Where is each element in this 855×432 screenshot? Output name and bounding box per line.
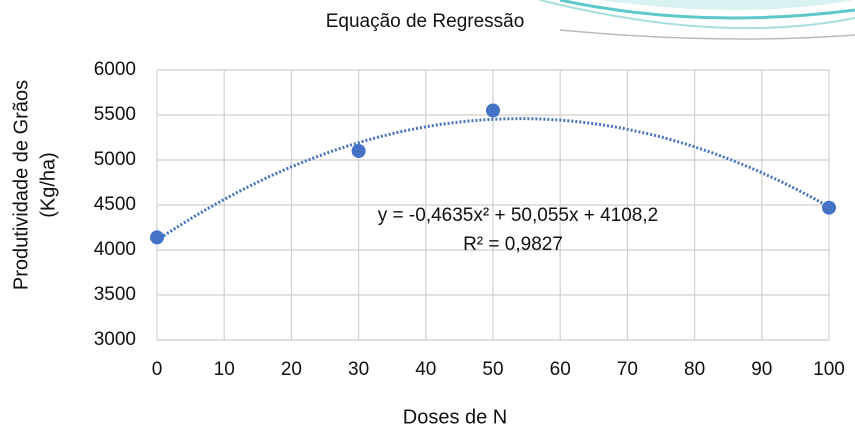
decoration xyxy=(559,29,855,40)
x-tick-label: 70 xyxy=(617,359,638,380)
data-point xyxy=(351,144,366,158)
y-tick-label: 3000 xyxy=(94,329,136,350)
x-tick-label: 0 xyxy=(152,359,163,380)
x-axis-title: Doses de N xyxy=(403,406,508,428)
x-tick-label: 90 xyxy=(751,359,772,380)
x-tick-label: 100 xyxy=(813,359,845,380)
x-tick-label: 80 xyxy=(684,359,705,380)
x-tick-label: 30 xyxy=(348,359,369,380)
trendline-r-squared: R² = 0,9827 xyxy=(463,234,563,255)
data-point xyxy=(822,200,836,215)
data-point xyxy=(150,230,164,245)
x-tick-label: 20 xyxy=(281,359,302,380)
x-tick-label: 10 xyxy=(214,359,235,380)
y-tick-label: 4000 xyxy=(94,239,136,260)
x-tick-label: 60 xyxy=(550,359,571,380)
x-tick-label: 40 xyxy=(415,359,436,380)
y-axis-title: (Kg/ha) xyxy=(37,152,59,218)
decoration xyxy=(600,0,855,10)
y-tick-label: 4500 xyxy=(94,194,136,215)
data-point xyxy=(486,103,500,118)
x-tick-label: 50 xyxy=(482,359,503,380)
y-tick-label: 6000 xyxy=(94,59,136,80)
trendline-equation: y = -0,4635x² + 50,055x + 4108,2 xyxy=(378,205,658,226)
y-tick-label: 5000 xyxy=(94,149,136,170)
chart-title: Equação de Regressão xyxy=(326,11,525,32)
y-tick-label: 3500 xyxy=(94,284,136,305)
y-tick-label: 5500 xyxy=(94,104,136,125)
trendline xyxy=(156,117,830,242)
decoration xyxy=(539,0,855,30)
y-axis-title: Produtividade de Grãos xyxy=(10,80,32,290)
decoration xyxy=(559,0,855,20)
